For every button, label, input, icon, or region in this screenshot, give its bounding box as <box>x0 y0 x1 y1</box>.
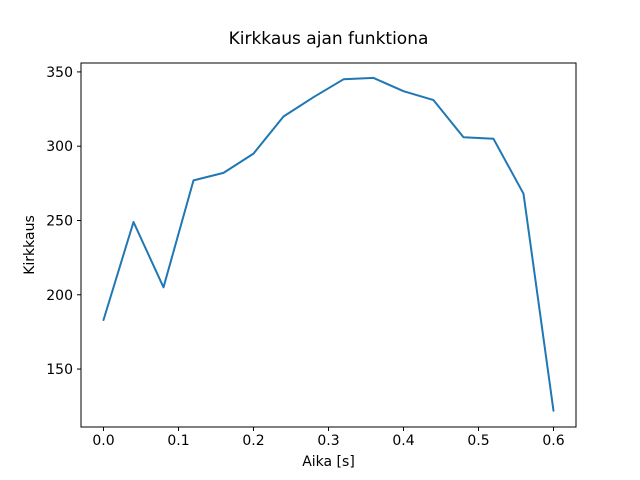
y-tick-label: 300 <box>46 139 73 155</box>
y-axis-label: Kirkkaus <box>22 215 38 275</box>
chart-title: Kirkkaus ajan funktiona <box>228 29 429 49</box>
x-tick-label: 0.1 <box>167 433 189 449</box>
y-tick-label: 200 <box>46 288 73 304</box>
x-axis-label: Aika [s] <box>302 454 355 470</box>
data-line <box>102 76 555 412</box>
x-tick-label: 0.0 <box>92 433 114 449</box>
x-tick-label: 0.2 <box>242 433 264 449</box>
x-tick-label: 0.4 <box>392 433 414 449</box>
y-tick-label: 350 <box>46 65 73 81</box>
x-tick-label: 0.6 <box>542 433 564 449</box>
y-tick-label: 250 <box>46 213 73 229</box>
x-tick-label: 0.5 <box>467 433 489 449</box>
plot-frame <box>80 62 577 428</box>
x-tick-label: 0.3 <box>317 433 339 449</box>
y-tick-label: 150 <box>46 362 73 378</box>
